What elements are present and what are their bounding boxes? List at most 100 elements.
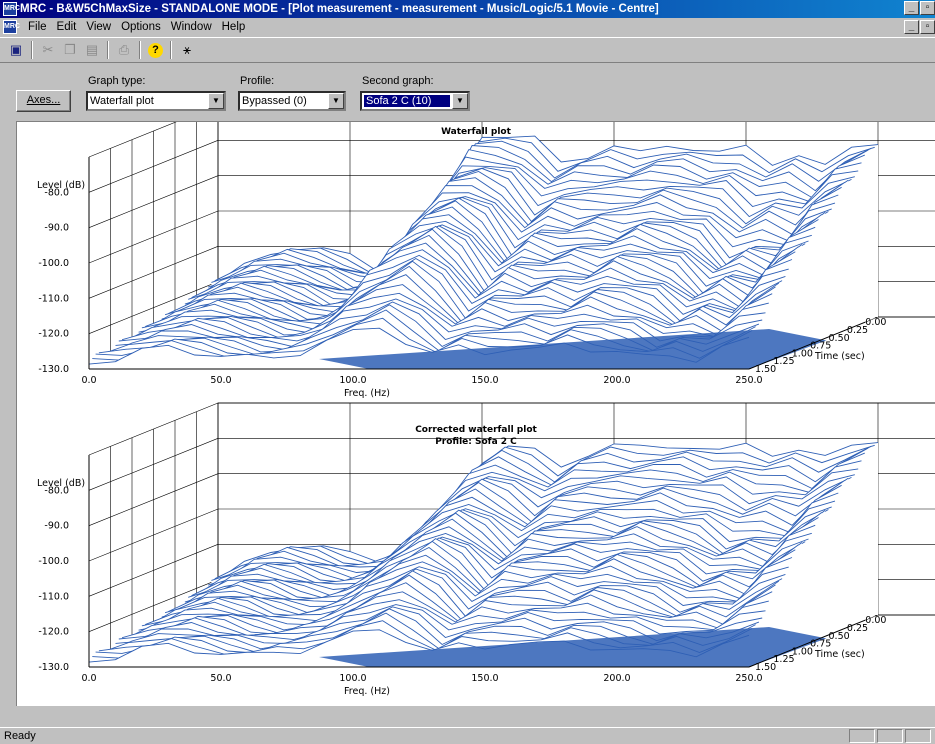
menu-options[interactable]: Options <box>121 21 161 33</box>
waterfall-slice <box>112 591 773 650</box>
help-icon[interactable]: ? <box>148 42 163 58</box>
plot-area: Waterfall plot Level (dB) -80.0 -90.0 -100.0… <box>16 121 935 706</box>
waterfall-slice <box>191 476 852 597</box>
restore-button[interactable]: ▫ <box>920 1 935 15</box>
document-icon[interactable]: MRC <box>3 20 20 34</box>
profile-select[interactable]: Bypassed (0) ▼ <box>238 91 346 111</box>
waterfall-slice <box>115 274 776 346</box>
waterfall-slice <box>158 214 819 325</box>
x-tick-label: 50.0 <box>210 673 231 684</box>
waterfall-slice <box>181 484 842 609</box>
waterfall-slice <box>207 145 869 288</box>
noise-floor <box>319 627 827 667</box>
menu-window[interactable]: Window <box>170 21 212 33</box>
x-tick-label: 150.0 <box>471 375 498 386</box>
waterfall-slice <box>148 225 809 329</box>
waterfall-slice <box>128 566 789 641</box>
doc-restore-button[interactable]: ▫ <box>920 20 935 34</box>
z-tick-label: 0.00 <box>865 317 886 328</box>
toolbar: ▣ ✂ ❐ ▤ ⎙ ? ⚹ <box>0 37 935 63</box>
plot-title: Waterfall plot <box>441 127 512 137</box>
z-axis-label: Time (sec) <box>814 649 865 660</box>
z-axis <box>748 321 866 370</box>
waterfall-slice <box>217 135 879 283</box>
y-tick-label: -120.0 <box>38 627 69 638</box>
waterfall-slice <box>184 177 846 305</box>
chevron-down-icon[interactable]: ▼ <box>328 93 344 109</box>
waterfall-slice <box>214 444 875 580</box>
waterfall-slice <box>184 479 846 603</box>
cut-icon[interactable]: ✂ <box>42 42 54 57</box>
waterfall-slice <box>135 549 796 637</box>
x-tick-label: 250.0 <box>735 375 762 386</box>
chevron-down-icon[interactable]: ▼ <box>452 93 468 109</box>
minimize-button[interactable]: _ <box>904 1 919 15</box>
z-tick-label: 0.50 <box>829 631 850 642</box>
copy-icon[interactable]: ❐ <box>64 42 76 57</box>
waterfall-slice <box>188 171 849 300</box>
waterfall-slice <box>125 257 786 342</box>
waterfall-slice <box>211 445 872 581</box>
z-tick-label: 1.25 <box>773 356 794 367</box>
z-tick-label: 1.00 <box>792 348 813 359</box>
menu-view[interactable]: View <box>86 21 112 33</box>
status-panels <box>849 729 931 743</box>
z-tick-label: 1.00 <box>792 646 813 657</box>
waterfall-slice <box>211 140 872 283</box>
waterfall-slice <box>204 149 865 294</box>
print-icon[interactable]: ⎙ <box>118 42 130 57</box>
x-tick-label: 250.0 <box>735 673 762 684</box>
status-text: Ready <box>4 730 36 742</box>
document-window-controls: _ ▫ <box>904 20 935 34</box>
x-tick-label: 50.0 <box>210 375 231 386</box>
y-tick-label: -100.0 <box>38 258 69 269</box>
x-tick-label: 100.0 <box>339 375 366 386</box>
waterfall-slice <box>171 197 832 316</box>
window-controls: _ ▫ <box>904 1 935 15</box>
waterfall-slice <box>204 452 865 592</box>
waterfall-slice <box>125 568 786 640</box>
save-icon[interactable]: ▣ <box>9 42 23 57</box>
menu-edit[interactable]: Edit <box>56 21 77 33</box>
second-graph-select[interactable]: Sofa 2 C (10) ▼ <box>360 91 470 111</box>
x-tick-label: 200.0 <box>603 673 630 684</box>
second-graph-label: Second graph: <box>362 75 434 87</box>
waterfall-slice <box>164 510 826 614</box>
status-panel <box>877 729 903 743</box>
doc-minimize-button[interactable]: _ <box>904 20 919 34</box>
x-tick-label: 0.0 <box>81 673 96 684</box>
waterfall-slice <box>168 509 829 612</box>
z-tick-label: 1.50 <box>755 364 776 375</box>
window-title: MRC - B&W5ChMaxSize - STANDALONE MODE - … <box>20 3 659 15</box>
waterfall-slice <box>131 249 793 343</box>
menu-bar: MRC File Edit View Options Window Help _… <box>0 18 935 36</box>
menu-file[interactable]: File <box>28 21 47 33</box>
waterfall-slice <box>115 582 776 644</box>
y-tick-label: -110.0 <box>38 591 69 602</box>
chevron-down-icon[interactable]: ▼ <box>208 93 224 109</box>
waterfall-slice <box>158 517 819 623</box>
waterfall-slice <box>121 570 783 639</box>
menu-help[interactable]: Help <box>221 21 246 33</box>
paste-icon[interactable]: ▤ <box>85 42 99 57</box>
context-help-icon[interactable]: ⚹ <box>183 42 191 57</box>
toolbar-separator <box>31 41 33 59</box>
waterfall-slice <box>145 225 806 328</box>
toolbar-separator <box>170 41 172 59</box>
axes-button[interactable]: Axes... <box>16 90 71 112</box>
waterfall-slice <box>164 200 826 316</box>
z-tick-label: 0.75 <box>810 341 831 352</box>
y-tick-label: -110.0 <box>38 293 69 304</box>
waterfall-slice <box>105 604 766 655</box>
z-tick-label: 0.00 <box>865 615 886 626</box>
z-tick-label: 1.50 <box>755 662 776 673</box>
waterfall-slice <box>112 284 773 352</box>
graph-type-select[interactable]: Waterfall plot ▼ <box>86 91 226 111</box>
x-tick-label: 200.0 <box>603 375 630 386</box>
waterfall-slice <box>188 477 849 598</box>
y-tick-label: -90.0 <box>44 521 69 532</box>
z-tick-label: 0.25 <box>847 325 868 336</box>
second-graph-value: Sofa 2 C (10) <box>364 95 450 107</box>
profile-value: Bypassed (0) <box>242 95 307 107</box>
